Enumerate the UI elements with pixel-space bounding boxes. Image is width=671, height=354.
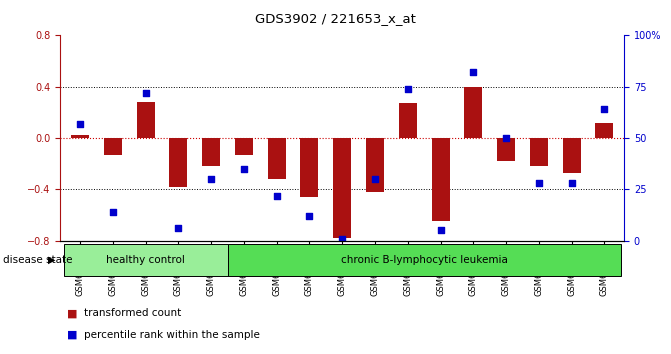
- Point: [468, 69, 478, 75]
- Bar: [268, 138, 286, 179]
- Point: [501, 135, 511, 141]
- Text: healthy control: healthy control: [106, 255, 185, 265]
- Point: [206, 176, 217, 182]
- Bar: [169, 138, 187, 187]
- Point: [304, 213, 315, 219]
- Bar: [104, 138, 122, 155]
- Point: [403, 86, 413, 92]
- Bar: [333, 138, 351, 238]
- Point: [566, 181, 577, 186]
- Bar: [137, 102, 154, 138]
- Bar: [366, 138, 384, 192]
- Text: transformed count: transformed count: [84, 308, 181, 318]
- Bar: [64, 244, 227, 276]
- Bar: [235, 138, 253, 155]
- Point: [140, 90, 151, 96]
- Bar: [595, 123, 613, 138]
- Point: [271, 193, 282, 198]
- Bar: [227, 244, 621, 276]
- Bar: [399, 103, 417, 138]
- Bar: [71, 136, 89, 138]
- Bar: [202, 138, 220, 166]
- Point: [337, 236, 348, 241]
- Point: [107, 209, 118, 215]
- Point: [533, 181, 544, 186]
- Text: chronic B-lymphocytic leukemia: chronic B-lymphocytic leukemia: [341, 255, 507, 265]
- Text: ■: ■: [67, 330, 78, 339]
- Bar: [464, 87, 482, 138]
- Bar: [301, 138, 319, 197]
- Bar: [562, 138, 580, 173]
- Point: [74, 121, 85, 126]
- Text: ▶: ▶: [48, 255, 55, 265]
- Text: GDS3902 / 221653_x_at: GDS3902 / 221653_x_at: [255, 12, 416, 25]
- Point: [173, 225, 184, 231]
- Point: [599, 107, 610, 112]
- Text: disease state: disease state: [3, 255, 73, 265]
- Point: [238, 166, 249, 172]
- Point: [435, 228, 446, 233]
- Point: [370, 176, 380, 182]
- Bar: [497, 138, 515, 161]
- Text: percentile rank within the sample: percentile rank within the sample: [84, 330, 260, 339]
- Bar: [431, 138, 450, 222]
- Bar: [530, 138, 548, 166]
- Text: ■: ■: [67, 308, 78, 318]
